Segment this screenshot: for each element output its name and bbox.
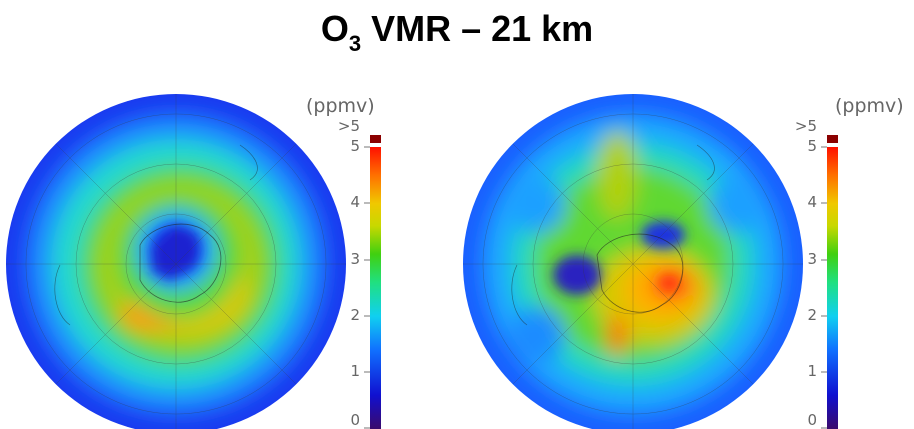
right-polar-map bbox=[463, 94, 838, 429]
left-colorbar-over-label: >5 bbox=[337, 117, 360, 135]
colorbar-over-swatch bbox=[827, 135, 838, 143]
left-colorbar-tick-0: 0 bbox=[350, 411, 360, 429]
right-colorbar-tick-5: 5 bbox=[807, 137, 817, 155]
right-colorbar-over-label: >5 bbox=[794, 117, 817, 135]
right-colorbar-unit: (ppmv) bbox=[835, 95, 904, 117]
right-colorbar-tick-4: 4 bbox=[807, 193, 817, 211]
left-map-panel: (ppmv) >5 5 4 3 2 1 0 bbox=[0, 85, 457, 429]
right-colorbar-tick-3: 3 bbox=[807, 250, 817, 268]
right-map-panel: (ppmv) >5 5 4 3 2 1 0 bbox=[457, 85, 914, 429]
right-colorbar-tick-0: 0 bbox=[807, 411, 817, 429]
colorbar-over-swatch bbox=[370, 135, 381, 143]
left-colorbar-tick-3: 3 bbox=[350, 250, 360, 268]
title-subscript: 3 bbox=[348, 31, 362, 56]
left-colorbar-tick-5: 5 bbox=[350, 137, 360, 155]
left-colorbar-tick-2: 2 bbox=[350, 306, 360, 324]
left-colorbar-unit: (ppmv) bbox=[306, 95, 375, 117]
left-colorbar-tick-1: 1 bbox=[350, 362, 360, 380]
colorbar-gradient bbox=[827, 147, 838, 429]
left-colorbar-tick-4: 4 bbox=[350, 193, 360, 211]
left-polar-map bbox=[6, 94, 381, 429]
title-o: O bbox=[320, 8, 349, 49]
colorbar-gradient bbox=[370, 147, 381, 429]
right-colorbar-tick-1: 1 bbox=[807, 362, 817, 380]
right-colorbar-tick-2: 2 bbox=[807, 306, 817, 324]
figure-title: O3 VMR – 21 km bbox=[0, 8, 914, 57]
title-rest: VMR – 21 km bbox=[361, 8, 594, 49]
